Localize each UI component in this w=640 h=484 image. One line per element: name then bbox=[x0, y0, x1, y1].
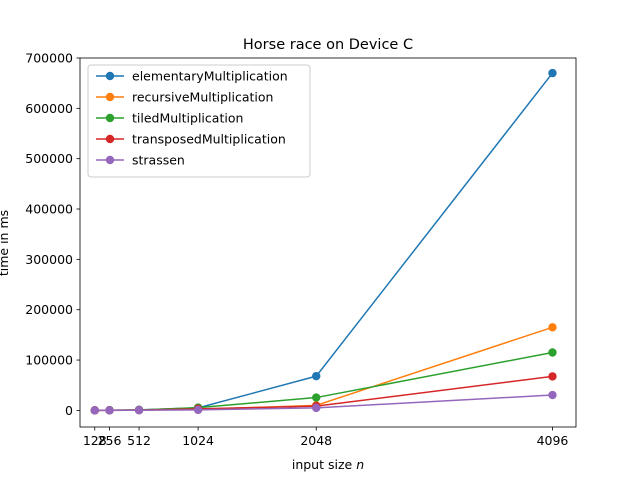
legend-label: recursiveMultiplication bbox=[132, 90, 273, 105]
y-tick-label: 200000 bbox=[25, 302, 73, 317]
series-line bbox=[94, 351, 553, 412]
data-point bbox=[105, 406, 114, 415]
x-axis-label-variable: n bbox=[356, 457, 364, 472]
data-point bbox=[90, 406, 99, 415]
x-axis-label: input size n bbox=[292, 457, 364, 472]
x-tick-label: 4096 bbox=[537, 433, 569, 448]
data-point bbox=[548, 68, 557, 78]
y-tick-label: 400000 bbox=[25, 202, 73, 217]
legend: elementaryMultiplication recursiveMultipl… bbox=[87, 64, 311, 178]
y-tick-label: 500000 bbox=[25, 151, 73, 166]
legend-marker bbox=[105, 134, 115, 144]
data-point bbox=[548, 323, 557, 332]
x-tick-label: 128 bbox=[83, 433, 107, 448]
legend-label: strassen bbox=[132, 153, 185, 168]
data-point bbox=[134, 406, 144, 415]
data-point bbox=[548, 348, 557, 357]
chart-title: Horse race on Device C bbox=[243, 37, 413, 53]
y-tick-label: 100000 bbox=[25, 353, 73, 368]
data-point bbox=[312, 371, 321, 381]
x-tick-label: 1024 bbox=[182, 433, 214, 448]
y-tick-label: 700000 bbox=[25, 51, 73, 66]
legend-label: transposedMultiplication bbox=[132, 132, 286, 147]
y-tick-label: 600000 bbox=[25, 101, 73, 116]
series-line bbox=[94, 326, 553, 412]
data-point bbox=[548, 390, 557, 400]
legend-marker bbox=[105, 71, 115, 81]
series-line bbox=[94, 375, 553, 412]
data-point bbox=[193, 405, 203, 415]
x-axis-label-text: input size bbox=[292, 457, 353, 472]
x-tick-label: 256 bbox=[98, 433, 122, 448]
y-axis-label: time in ms bbox=[0, 210, 11, 276]
legend-marker bbox=[105, 113, 115, 123]
y-tick-label: 300000 bbox=[25, 252, 73, 267]
plot-area: 0 100000 200000 300000 400000 500000 600000 700… bbox=[25, 51, 577, 448]
y-tick-label: 0 bbox=[65, 403, 73, 418]
data-point bbox=[312, 393, 321, 402]
data-point bbox=[548, 372, 557, 381]
legend-label: tiledMultiplication bbox=[132, 111, 243, 126]
data-point bbox=[312, 403, 321, 413]
legend-box bbox=[87, 64, 311, 178]
legend-label: elementaryMultiplication bbox=[132, 69, 288, 84]
x-tick-label: 2048 bbox=[300, 433, 332, 448]
legend-marker bbox=[105, 92, 115, 102]
x-tick-label: 512 bbox=[127, 433, 151, 448]
legend-marker bbox=[105, 155, 115, 165]
plot-frame bbox=[79, 57, 577, 428]
